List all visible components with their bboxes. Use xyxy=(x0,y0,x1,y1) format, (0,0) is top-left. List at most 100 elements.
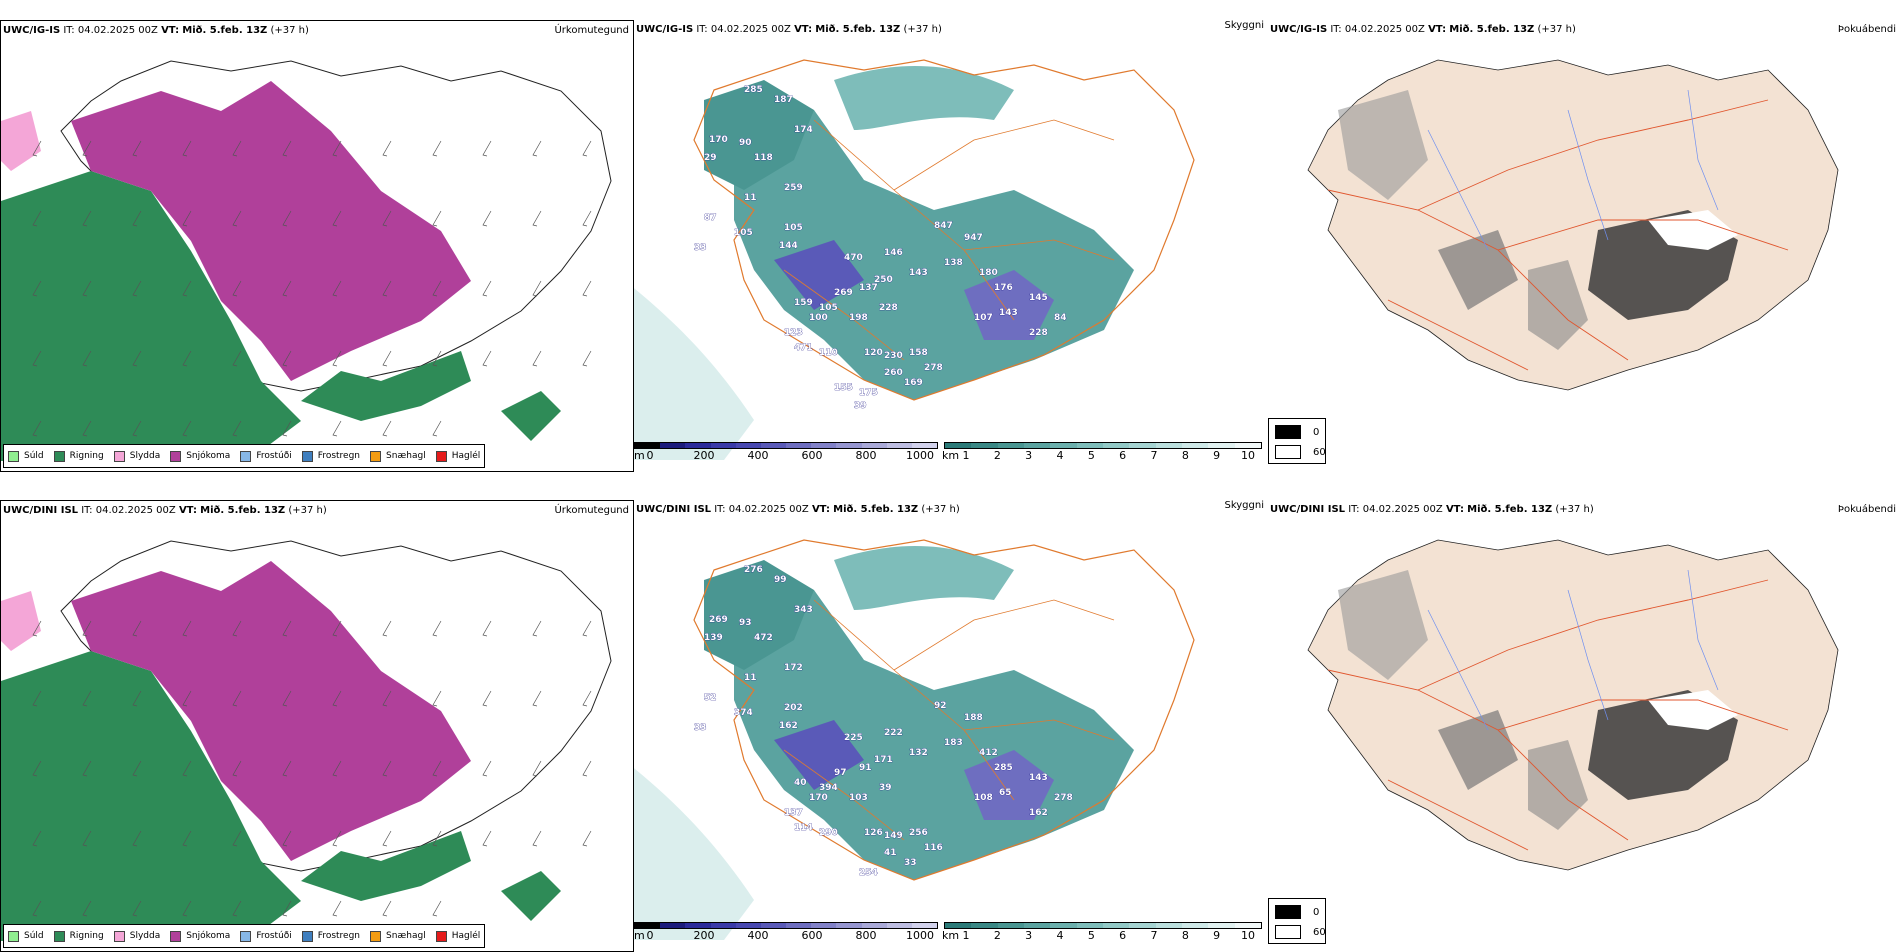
cloud-base-value: 394 xyxy=(819,783,838,793)
visibility-colorbar: km 1 2 3 4 5 6 7 8 9 10 xyxy=(942,442,1268,464)
colorbar-segment xyxy=(735,923,761,928)
fog-legend-label: 0 xyxy=(1313,426,1320,438)
forecast-row: UWC/DINI ISL IT: 04.02.2025 00Z VT: Mið.… xyxy=(0,500,1900,952)
cloud-base-value: 87 xyxy=(704,213,717,223)
fog-indicator-panel: UWC/DINI ISL IT: 04.02.2025 00Z VT: Mið.… xyxy=(1268,500,1900,952)
valid-time: Mið. 5.feb. 13Z xyxy=(182,25,268,36)
legend-swatch xyxy=(435,930,447,942)
cloud-base-value: 225 xyxy=(844,733,863,743)
legend-swatch xyxy=(240,930,252,942)
legend-label: Snjókoma xyxy=(186,451,231,461)
valid-time: Mið. 5.feb. 13Z xyxy=(833,504,919,515)
cloud-base-value: 155 xyxy=(834,383,853,393)
height-unit: m xyxy=(634,449,645,462)
colorbar-segment xyxy=(1155,923,1182,928)
visibility-colorbar: km 1 2 3 4 5 6 7 8 9 10 xyxy=(942,922,1268,944)
cloud-base-value: 947 xyxy=(964,233,983,243)
colorbar-segment xyxy=(685,923,711,928)
legend-item: Slydda xyxy=(113,930,161,942)
cloud-base-value: 847 xyxy=(934,221,953,231)
legend-label: Frostregn xyxy=(317,451,361,461)
colorbar-segment xyxy=(660,923,686,928)
legend-swatch xyxy=(170,450,182,462)
colorbar-tick-label: 1000 xyxy=(906,929,934,942)
valid-time: Mið. 5.feb. 13Z xyxy=(815,24,901,35)
forecast-row: UWC/IG-IS IT: 04.02.2025 00Z VT: Mið. 5.… xyxy=(0,20,1900,472)
model-name: UWC/DINI ISL xyxy=(3,505,79,516)
fog-map xyxy=(1307,539,1839,871)
cloud-base-value: 260 xyxy=(884,368,903,378)
colorbar-tick-label: 9 xyxy=(1213,929,1221,942)
cloud-base-value: 176 xyxy=(994,283,1013,293)
colorbar-segment xyxy=(1234,923,1261,928)
init-label: IT: xyxy=(63,25,75,36)
cloud-base-value: 471 xyxy=(794,343,813,353)
fog-legend: 0 60 xyxy=(1268,418,1326,464)
colorbar-segment xyxy=(811,443,837,448)
cloud-base-value: 138 xyxy=(944,258,963,268)
colorbar-tick-label: 10 xyxy=(1241,929,1255,942)
precip-map xyxy=(1,540,612,941)
colorbar-tick-label: 9 xyxy=(1213,449,1221,462)
colorbar-tick-label: 200 xyxy=(693,449,715,462)
cloud-base-value: 110 xyxy=(819,348,838,358)
cloud-base-value: 90 xyxy=(739,138,752,148)
cloud-base-value: 285 xyxy=(744,85,763,95)
cloud-base-value: 144 xyxy=(779,241,798,251)
cloud-base-value: 33 xyxy=(694,243,707,253)
valid-time: Mið. 5.feb. 13Z xyxy=(1467,504,1553,515)
fog-legend-item: 0 xyxy=(1275,425,1319,439)
cloud-base-value: 11 xyxy=(744,193,757,203)
lead-time: (+37 h) xyxy=(921,504,960,515)
legend-item: Frostregn xyxy=(301,930,361,942)
panel-title: Úrkomutegund xyxy=(554,25,629,36)
legend-swatch xyxy=(113,930,125,942)
colorbar-segment xyxy=(997,923,1024,928)
colorbar-tick-label: 7 xyxy=(1150,929,1158,942)
cloud-base-value: 172 xyxy=(784,663,803,673)
cloud-base-value: 93 xyxy=(739,618,752,628)
colorbar-tick-label: 200 xyxy=(693,929,715,942)
panel-title: Þokuábendi xyxy=(1837,24,1896,35)
colorbar-tick-label: 600 xyxy=(801,449,823,462)
colorbar-tick-label: 6 xyxy=(1119,929,1127,942)
valid-label: VT: xyxy=(1428,24,1447,35)
cloud-base-value: 158 xyxy=(909,348,928,358)
colorbar-tick-label: 8 xyxy=(1181,449,1189,462)
colorbar-segment xyxy=(945,923,972,928)
colorbar-tick-label: 8 xyxy=(1181,929,1189,942)
colorbar-segment xyxy=(861,443,887,448)
cloud-base-value: 256 xyxy=(909,828,928,838)
colorbar-segment xyxy=(1208,443,1235,448)
cloud-base-value: 198 xyxy=(849,313,868,323)
cloud-base-value: 137 xyxy=(784,808,803,818)
visibility-unit: km xyxy=(942,929,960,942)
colorbar-segment xyxy=(786,443,812,448)
colorbar-tick-label: 0 xyxy=(646,449,654,462)
height-colorbar: m 0 200 400 600 800 1000 xyxy=(634,442,946,464)
legend-item: Haglél xyxy=(435,930,480,942)
cloud-base-value: 343 xyxy=(794,605,813,615)
legend-item: Snjókoma xyxy=(170,450,231,462)
legend-swatch xyxy=(53,450,65,462)
legend-label: Frostregn xyxy=(317,931,361,941)
legend-item: Snæhagl xyxy=(370,450,426,462)
colorbar-segment xyxy=(710,923,736,928)
colorbar-segment xyxy=(836,923,862,928)
cloud-base-value: 103 xyxy=(849,793,868,803)
colorbar-segment xyxy=(1208,923,1235,928)
colorbar-segment xyxy=(1102,923,1130,928)
init-time: 04.02.2025 00Z xyxy=(77,25,158,36)
colorbar-segment xyxy=(945,443,972,448)
colorbar-segment xyxy=(1181,443,1209,448)
cloud-base-value: 149 xyxy=(884,831,903,841)
cloud-base-value: 120 xyxy=(864,348,883,358)
cloud-header: UWC/DINI ISL IT: 04.02.2025 00Z VT: Mið.… xyxy=(636,504,960,515)
legend-label: Slydda xyxy=(129,931,161,941)
init-label: IT: xyxy=(714,504,726,515)
cloud-base-value: 412 xyxy=(979,748,998,758)
cloud-base-value: 139 xyxy=(704,633,723,643)
cloud-base-value: 159 xyxy=(794,298,813,308)
cloud-base-value: 39 xyxy=(879,783,892,793)
cloud-base-value: 145 xyxy=(1029,293,1048,303)
